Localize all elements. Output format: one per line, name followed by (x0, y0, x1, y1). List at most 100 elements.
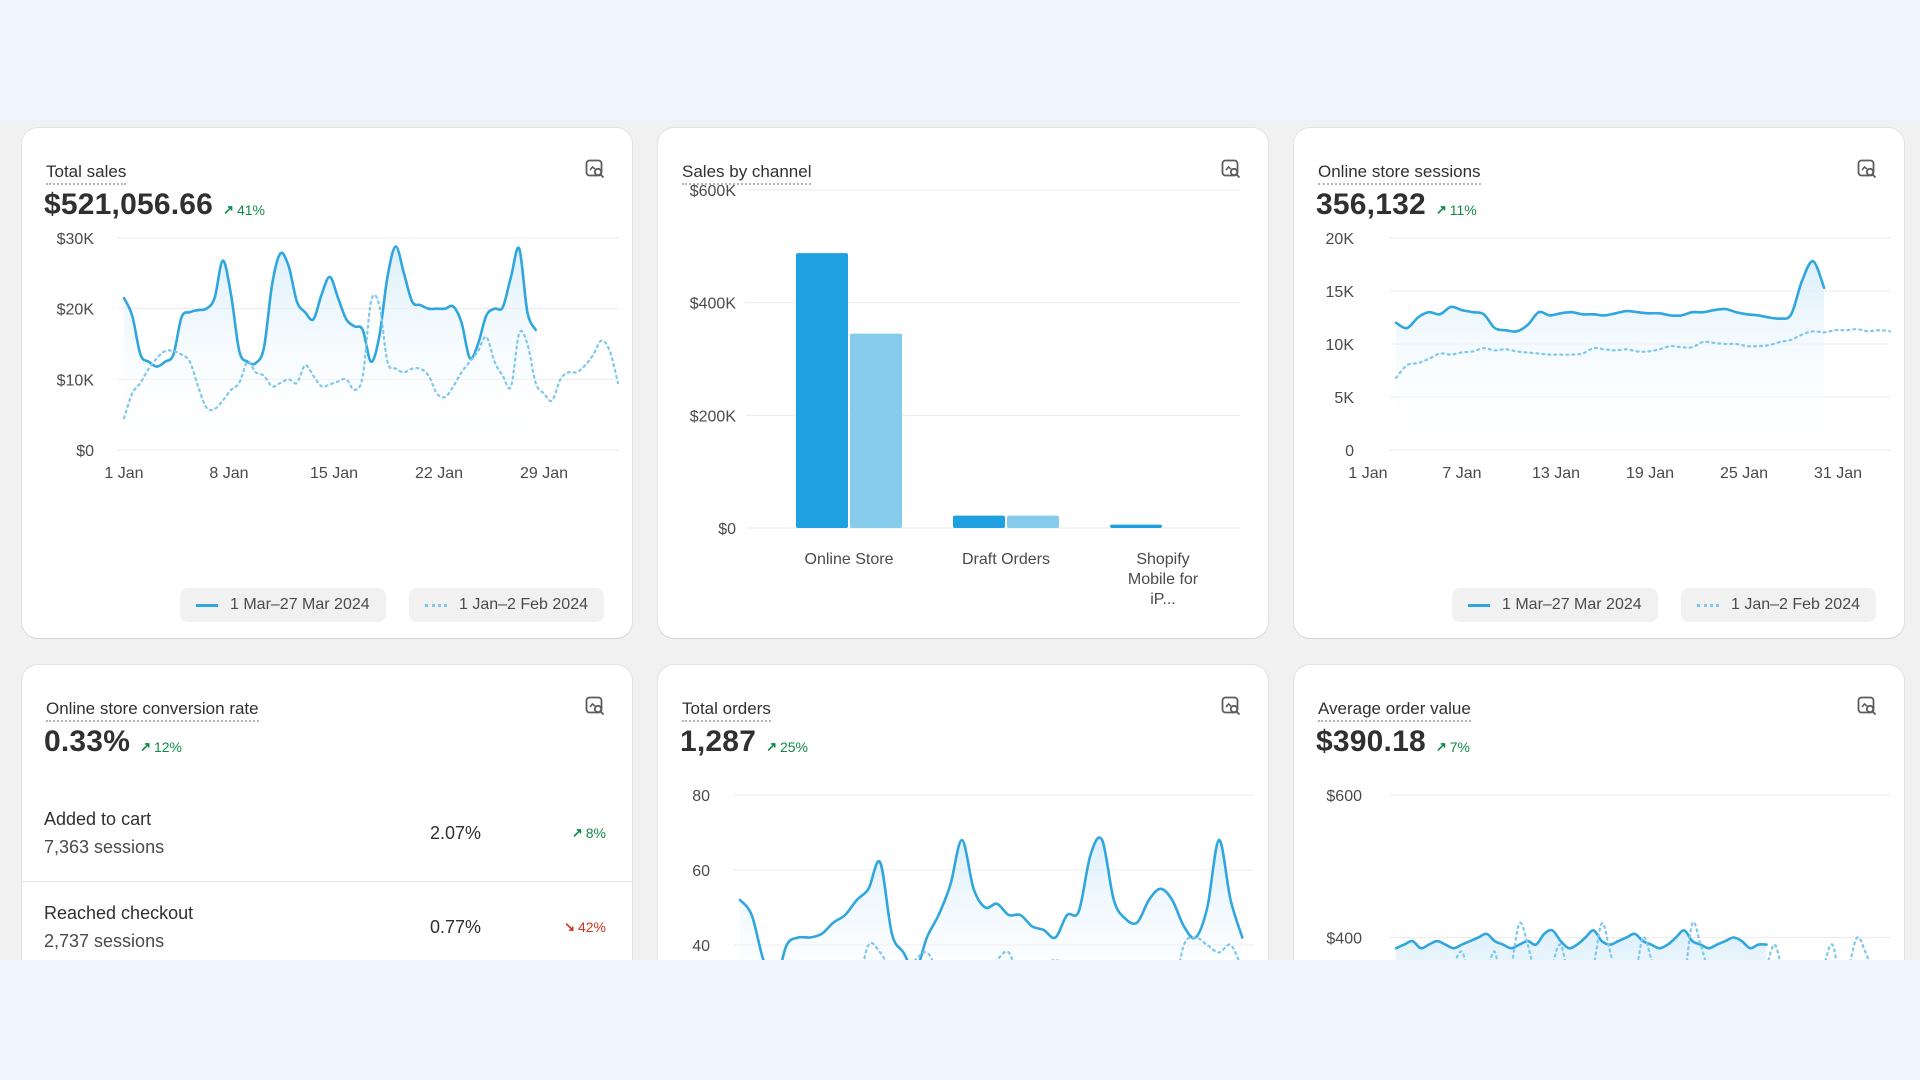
legend-previous[interactable]: 1 Jan–2 Feb 2024 (409, 588, 604, 622)
y-tick-label: 5K (1334, 390, 1354, 407)
x-tick-label: 13 Jan (1532, 465, 1580, 482)
y-tick-label: $600 (1326, 788, 1362, 805)
card-title[interactable]: Total sales (46, 162, 127, 185)
y-tick-label: $600K (690, 183, 737, 200)
total-orders-card[interactable]: Total orders 1,287 ↗ 25% 40 60 80 (658, 665, 1268, 960)
series-area (1396, 930, 1767, 960)
card-title[interactable]: Average order value (1318, 699, 1471, 722)
bar-current (1110, 524, 1162, 528)
total-sales-line-chart: $0 $10K $20K $30K 1 Jan 8 Jan 15 Jan 22 Jan 29 J… (57, 231, 620, 482)
dotted-line-swatch (425, 603, 447, 607)
x-tick-label: 31 Jan (1814, 465, 1862, 482)
x-tick-label: 8 Jan (209, 465, 248, 482)
y-tick-label: 20K (1326, 231, 1355, 248)
current-series-line (1394, 260, 1826, 333)
current-series-line (1394, 928, 1768, 950)
solid-line-swatch (196, 603, 218, 607)
funnel-step-sessions: 2,737 sessions (44, 931, 165, 951)
y-tick-label: $30K (57, 231, 95, 248)
metric-value: 0.33% (44, 725, 131, 758)
x-tick-label: 1 Jan (104, 465, 143, 482)
card-title[interactable]: Total orders (682, 699, 771, 722)
card-title[interactable]: Online store conversion rate (46, 699, 259, 722)
card-title[interactable]: Sales by channel (682, 162, 812, 185)
y-tick-label: $20K (57, 302, 95, 319)
category-label: Shopify (1136, 551, 1189, 568)
current-series-line (122, 245, 537, 368)
y-tick-label: 60 (692, 863, 710, 880)
funnel-step-rate: 2.07% (430, 823, 482, 843)
funnel-step-change: ↘ 42% (564, 919, 606, 935)
average-order-value-card[interactable]: Average order value $390.18 ↗ 7% $400 $600 (1294, 665, 1904, 960)
dashboard: Total sales $521,056.66 ↗ 41% $0 $10K $20K $… (0, 120, 1920, 960)
y-tick-label: 10K (1326, 337, 1355, 354)
x-tick-label: 19 Jan (1626, 465, 1674, 482)
dotted-line-swatch (1697, 603, 1719, 607)
funnel-step-rate: 0.77% (430, 917, 482, 937)
legend-label: 1 Mar–27 Mar 2024 (230, 596, 370, 613)
y-tick-label: $400K (690, 296, 737, 313)
sales-by-channel-card[interactable]: Sales by channel $0 $200K $400K $600K Online… (658, 128, 1268, 638)
chart-search-icon[interactable] (1220, 158, 1242, 180)
chart-search-icon[interactable] (1220, 695, 1242, 717)
metric: 1,287 ↗ 25% (680, 725, 808, 759)
row-divider (22, 881, 632, 882)
sales-by-channel-bar-chart: $0 $200K $400K $600K Online Store Draft Order… (690, 183, 1240, 608)
legend-label: 1 Mar–27 Mar 2024 (1502, 596, 1642, 613)
series-area (740, 837, 1243, 960)
arrow-up-right-icon: ↗ (1435, 202, 1447, 217)
category-label: iP... (1150, 591, 1176, 608)
y-tick-label: 40 (692, 938, 710, 955)
delta-badge: ↗ 12% (140, 739, 182, 755)
metric: $521,056.66 ↗ 41% (44, 188, 265, 222)
funnel-row-reached-checkout[interactable]: Reached checkout 2,737 sessions 0.77% ↘ 4… (22, 881, 632, 960)
funnel-step-change: ↗ 8% (572, 825, 606, 841)
y-tick-label: 80 (692, 788, 710, 805)
legend-current[interactable]: 1 Mar–27 Mar 2024 (180, 588, 386, 622)
aov-line-chart: $400 $600 (1326, 788, 1890, 960)
delta-value: 7% (1449, 739, 1470, 755)
x-tick-label: 1 Jan (1348, 465, 1387, 482)
chart-search-icon[interactable] (584, 695, 606, 717)
total-sales-card[interactable]: Total sales $521,056.66 ↗ 41% $0 $10K $20K $… (22, 128, 632, 638)
arrow-up-right-icon: ↗ (571, 825, 583, 840)
x-tick-label: 29 Jan (520, 465, 568, 482)
solid-line-swatch (1468, 603, 1490, 607)
bar-previous (1007, 515, 1059, 528)
funnel-row-added-to-cart[interactable]: Added to cart 7,363 sessions 2.07% ↗ 8% (22, 787, 632, 881)
delta-badge: ↗ 7% (1436, 739, 1470, 755)
bar-previous (850, 333, 902, 528)
funnel-step-label: Reached checkout (44, 903, 194, 923)
chart-search-icon[interactable] (1856, 695, 1878, 717)
bar-current (796, 253, 848, 528)
x-tick-label: 15 Jan (310, 465, 358, 482)
delta-value: 12% (153, 739, 183, 755)
metric: $390.18 ↗ 7% (1316, 725, 1470, 759)
y-tick-label: $0 (76, 443, 94, 460)
funnel-change-value: 42% (577, 919, 606, 935)
delta-badge: ↗ 41% (223, 202, 265, 218)
arrow-up-right-icon: ↗ (140, 739, 151, 754)
conversion-rate-card[interactable]: Online store conversion rate 0.33% ↗ 12% … (22, 665, 632, 960)
delta-value: 41% (236, 202, 265, 218)
y-tick-label: $400 (1326, 931, 1362, 948)
bar-current (953, 515, 1005, 528)
sessions-line-chart: 0 5K 10K 15K 20K 1 Jan 7 Jan 13 Jan 19 Jan 25 Jan… (1326, 231, 1892, 482)
metric-value: 1,287 (680, 725, 757, 758)
legend-current[interactable]: 1 Mar–27 Mar 2024 (1452, 588, 1658, 622)
series-area (1396, 261, 1825, 450)
metric-value: $521,056.66 (44, 188, 214, 221)
funnel-change-value: 8% (585, 825, 606, 841)
chart-search-icon[interactable] (584, 158, 606, 180)
arrow-up-right-icon: ↗ (766, 739, 777, 754)
y-tick-label: 15K (1326, 284, 1355, 301)
sessions-card[interactable]: Online store sessions 356,132 ↗ 11% 0 5K 10… (1294, 128, 1904, 638)
card-title[interactable]: Online store sessions (1318, 162, 1481, 185)
legend-previous[interactable]: 1 Jan–2 Feb 2024 (1681, 588, 1876, 622)
chart-search-icon[interactable] (1856, 158, 1878, 180)
category-label: Draft Orders (962, 551, 1050, 568)
metric-value: 356,132 (1316, 188, 1426, 221)
legend-label: 1 Jan–2 Feb 2024 (459, 596, 588, 613)
delta-badge: ↗ 11% (1436, 202, 1477, 218)
previous-series-line (122, 293, 620, 420)
